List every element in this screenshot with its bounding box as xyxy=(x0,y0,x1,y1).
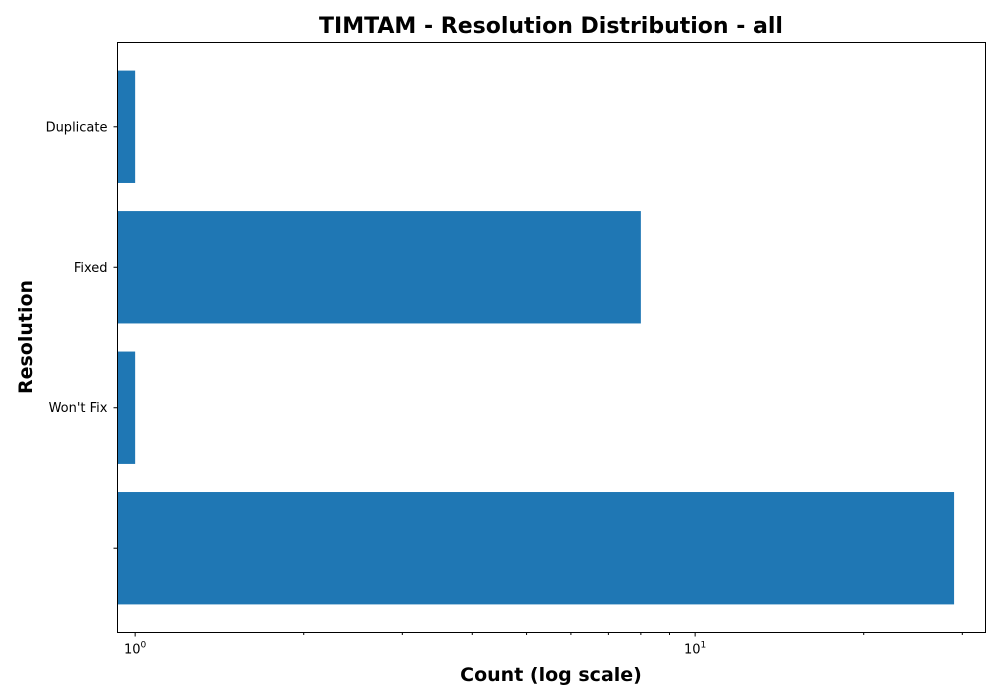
y-tick-label: Fixed xyxy=(74,261,108,276)
y-tick-label: Won't Fix xyxy=(49,401,108,416)
bar xyxy=(117,492,955,605)
y-axis-ticks: Won't Fix Fixed Duplicate xyxy=(46,120,118,549)
bars-group xyxy=(117,70,955,605)
y-axis-label: Resolution xyxy=(15,280,37,394)
x-tick-label: 101 xyxy=(684,641,706,658)
bar xyxy=(117,351,136,464)
bar xyxy=(117,211,641,324)
x-tick-label: 100 xyxy=(124,641,147,658)
plot-frame xyxy=(117,42,986,633)
bar xyxy=(117,70,136,183)
x-axis-label: Count (log scale) xyxy=(460,664,642,686)
y-tick-label: Duplicate xyxy=(46,120,108,135)
x-axis-ticks: 100 101 xyxy=(124,632,963,658)
chart-title: TIMTAM - Resolution Distribution - all xyxy=(319,14,783,39)
